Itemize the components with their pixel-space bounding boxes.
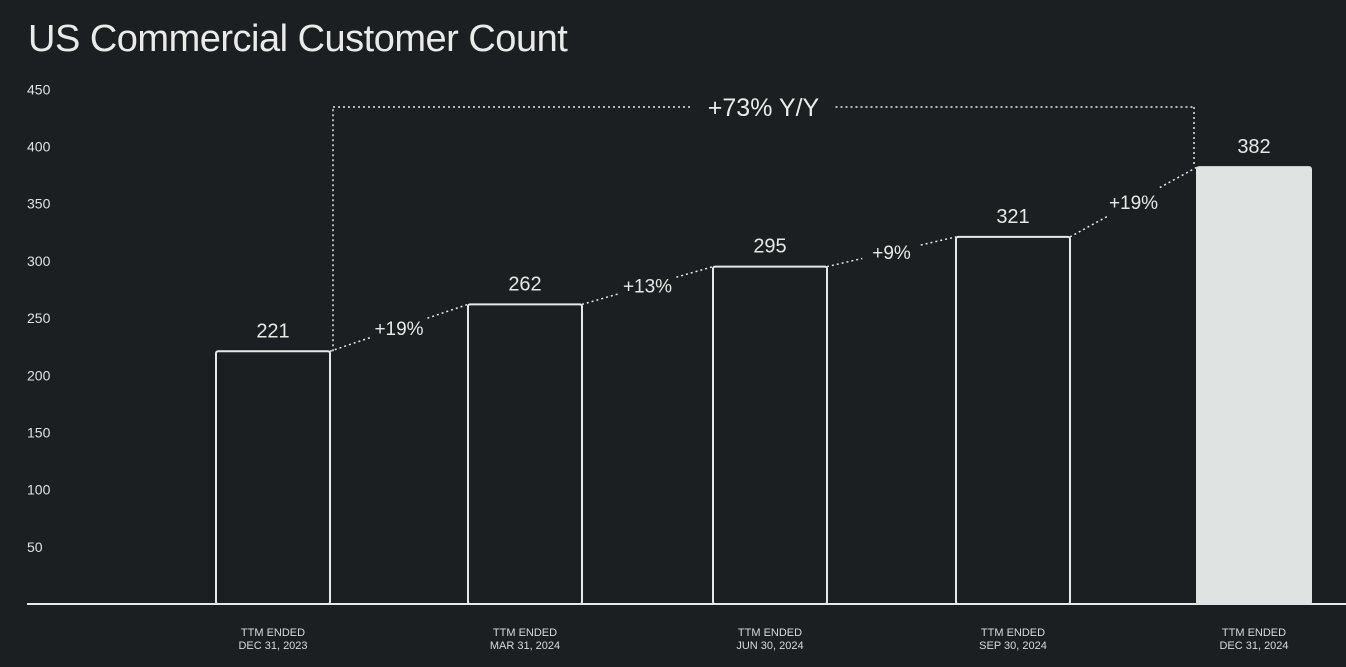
bar — [712, 265, 828, 605]
value-labels: 221 262 295 321 382 — [256, 136, 1270, 342]
x-tick-label: SEP 30, 2024 — [979, 640, 1047, 652]
growth-connector-line — [920, 236, 957, 246]
chart-title: US Commercial Customer Count — [28, 18, 568, 60]
bar — [215, 350, 331, 605]
y-tick-label: 250 — [27, 310, 51, 326]
bars — [215, 166, 1312, 606]
x-tick-label: TTM ENDED — [241, 627, 305, 639]
y-tick-label: 450 — [27, 81, 51, 97]
y-tick-label: 350 — [27, 196, 51, 212]
bar — [1196, 166, 1312, 605]
data-label: 321 — [996, 206, 1029, 228]
yoy-bracket: +73% Y/Y — [332, 94, 1195, 352]
growth-connector-line — [826, 257, 863, 268]
x-tick-label: TTM ENDED — [981, 627, 1045, 639]
data-label: 221 — [256, 320, 289, 342]
y-tick-label: 50 — [27, 539, 43, 555]
x-tick-label: MAR 31, 2024 — [490, 640, 560, 652]
growth-connector-line — [1069, 215, 1108, 238]
growth-connector-line — [329, 336, 371, 352]
y-tick-label: 100 — [27, 482, 51, 498]
bar — [955, 235, 1071, 606]
x-tick-label: DEC 31, 2023 — [238, 640, 307, 652]
x-tick-label: TTM ENDED — [493, 627, 557, 639]
y-tick-label: 150 — [27, 424, 51, 440]
y-axis: 50 100 150 200 250 300 350 400 450 — [27, 81, 1346, 605]
data-label: 295 — [753, 236, 786, 258]
growth-connector-line — [427, 303, 469, 319]
yoy-label: +73% Y/Y — [708, 94, 820, 122]
growth-connector-line — [676, 265, 714, 278]
data-label: 382 — [1237, 136, 1270, 158]
growth-label: +19% — [1109, 193, 1158, 214]
growth-connector-line — [581, 293, 619, 306]
data-label: 262 — [508, 273, 541, 295]
growth-label: +19% — [374, 319, 423, 340]
x-tick-label: JUN 30, 2024 — [736, 640, 803, 652]
y-tick-label: 400 — [27, 139, 51, 155]
y-tick-label: 300 — [27, 253, 51, 269]
growth-label: +13% — [623, 277, 672, 298]
growth-label: +9% — [872, 243, 911, 264]
x-tick-label: DEC 31, 2024 — [1219, 640, 1288, 652]
growth-connector-line — [1159, 166, 1198, 189]
bar — [467, 303, 583, 605]
growth-connectors: +19% +13% +9% +19% — [329, 166, 1198, 352]
x-tick-label: TTM ENDED — [738, 627, 802, 639]
x-tick-label: TTM ENDED — [1222, 627, 1286, 639]
y-tick-label: 200 — [27, 367, 51, 383]
